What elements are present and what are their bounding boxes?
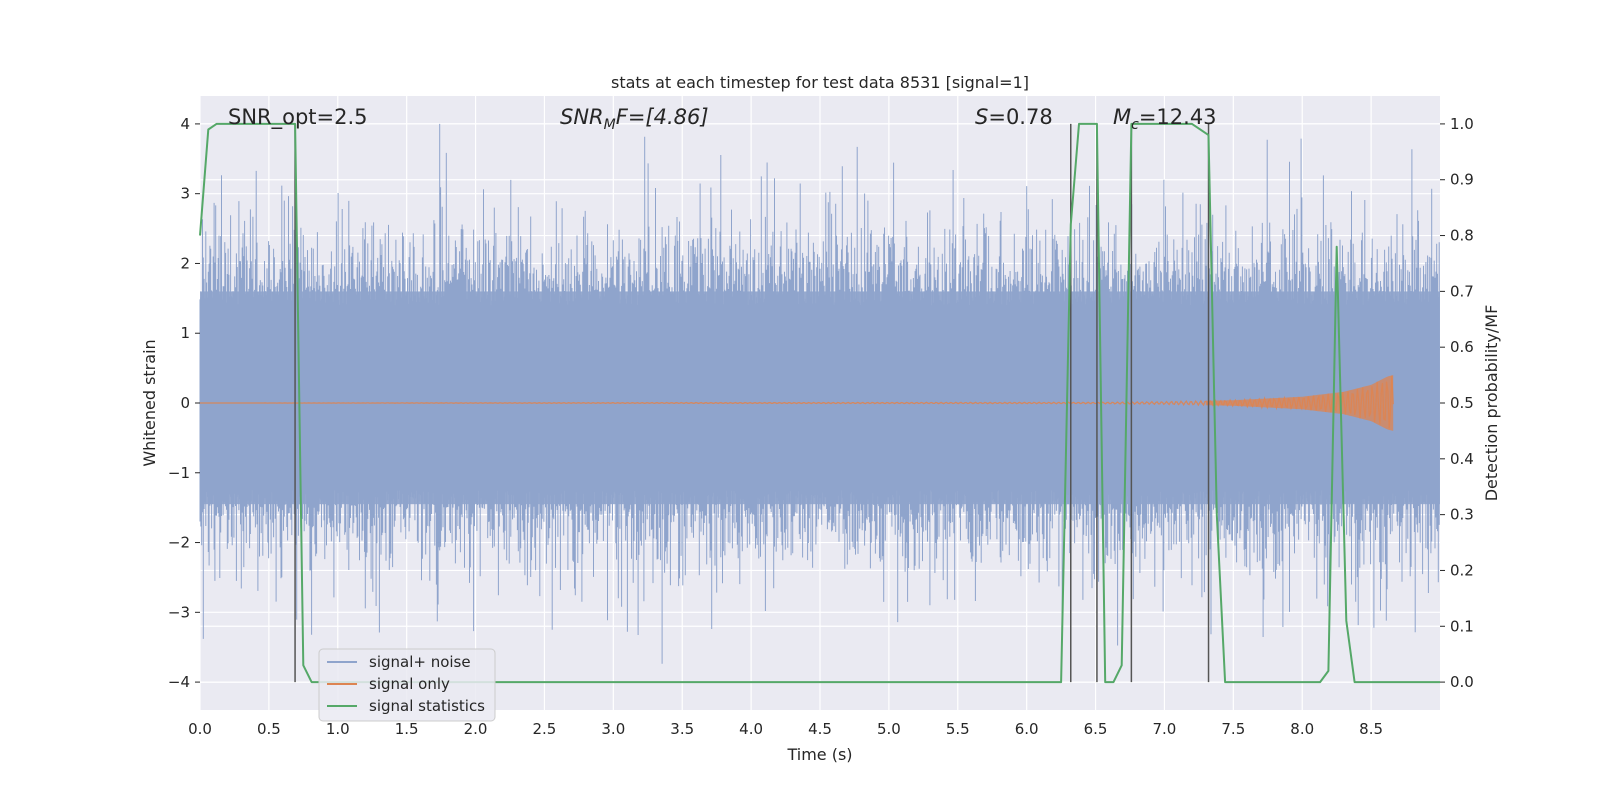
y-right-tick-label: 0.1	[1450, 617, 1474, 635]
annotation-snr-opt: SNR_opt=2.5	[228, 105, 368, 130]
legend-box	[318, 648, 496, 722]
x-axis-label: Time (s)	[786, 745, 852, 764]
signal-only-chirp	[1205, 375, 1394, 431]
y-right-tick-label: 0.4	[1450, 450, 1474, 468]
y-axis-label: Whitened strain	[140, 339, 159, 466]
annotation-s-rest: =0.78	[988, 105, 1052, 129]
x-tick-label: 4.5	[808, 720, 832, 738]
series-signal-statistics	[199, 122, 1440, 684]
y-right-tick-label: 0.6	[1450, 338, 1474, 356]
y-right-tick-label: 0.9	[1450, 171, 1474, 189]
y-right-tick-label: 0.5	[1450, 394, 1474, 412]
y-tick-labels: 4 3 2 1 0 −1 −2 −3 −4	[168, 115, 200, 691]
x-tick-label: 5.5	[946, 720, 970, 738]
annotation-mc: Mc=12.43	[1113, 105, 1217, 133]
legend: signal+ noise signal only signal statist…	[318, 648, 496, 722]
annotation-snr-mf-rest: F=[4.86]	[616, 105, 709, 129]
x-tick-label: 4.0	[739, 720, 763, 738]
y-tick-label: 4	[180, 115, 190, 133]
y-right-tick-label: 1.0	[1450, 115, 1474, 133]
annotation-mc-rest: =12.43	[1139, 105, 1217, 129]
y-right-tick-label: 0.0	[1450, 673, 1474, 691]
x-tick-label: 8.5	[1359, 720, 1383, 738]
annotation-mc-sub: c	[1131, 117, 1139, 133]
legend-label-signal-statistics: signal statistics	[369, 697, 485, 715]
y-right-tick-label: 0.2	[1450, 561, 1474, 579]
x-tick-label: 8.0	[1290, 720, 1314, 738]
x-tick-label: 3.0	[601, 720, 625, 738]
annotation-snr-mf-base: SNR	[560, 105, 604, 129]
y-tick-label: 1	[180, 324, 190, 342]
x-tick-label: 1.5	[395, 720, 419, 738]
legend-label-signal-only: signal only	[369, 675, 450, 693]
y-tick-label: −3	[168, 603, 190, 621]
y-right-tick-label: 0.7	[1450, 282, 1474, 300]
signal-only-trace	[200, 375, 1394, 429]
x-tick-label: 6.5	[1084, 720, 1108, 738]
x-tick-labels: 0.0 0.5 1.0 1.5 2.0 2.5 3.0 3.5 4.0 4.5 5.0 5.5 6.0 6…	[188, 720, 1383, 738]
x-tick-label: 3.5	[670, 720, 694, 738]
x-tick-label: 2.5	[533, 720, 557, 738]
x-tick-label: 5.0	[877, 720, 901, 738]
y-tick-label: 2	[180, 254, 190, 272]
chart-title: stats at each timestep for test data 853…	[611, 73, 1029, 92]
y-tick-label: 0	[180, 394, 190, 412]
y-right-tick-label: 0.8	[1450, 227, 1474, 245]
signal-statistics-line	[199, 122, 1440, 684]
x-tick-label: 6.0	[1015, 720, 1039, 738]
y-tick-label: −4	[168, 673, 190, 691]
series-signal-plus-noise	[199, 123, 1440, 664]
series-signal-only	[200, 375, 1394, 431]
annotation-s: S=0.78	[975, 105, 1053, 129]
y-tick-label: −2	[168, 534, 190, 552]
x-tick-label: 1.0	[326, 720, 350, 738]
annotation-snr-mf-sub: M	[604, 117, 616, 133]
legend-label-signal-plus-noise: signal+ noise	[369, 653, 471, 671]
annotation-snr-mf: SNRMF=[4.86]	[560, 105, 709, 133]
x-tick-label: 7.0	[1153, 720, 1177, 738]
x-tick-label: 0.5	[257, 720, 281, 738]
y-right-tick-labels: 1.0 0.9 0.8 0.7 0.6 0.5 0.4 0.3 0.2 0.1 0.0	[1440, 115, 1474, 691]
y-right-tick-label: 0.3	[1450, 506, 1474, 524]
x-tick-label: 7.5	[1221, 720, 1245, 738]
y-right-axis-label: Detection probability/MF	[1482, 305, 1501, 502]
annotation-s-base: S	[975, 105, 988, 129]
y-tick-label: −1	[168, 464, 190, 482]
x-tick-label: 2.0	[464, 720, 488, 738]
noise-trace	[199, 123, 1440, 664]
y-tick-label: 3	[180, 185, 190, 203]
annotation-mc-base: M	[1113, 105, 1131, 129]
vertical-markers	[294, 123, 1210, 683]
x-tick-label: 0.0	[188, 720, 212, 738]
